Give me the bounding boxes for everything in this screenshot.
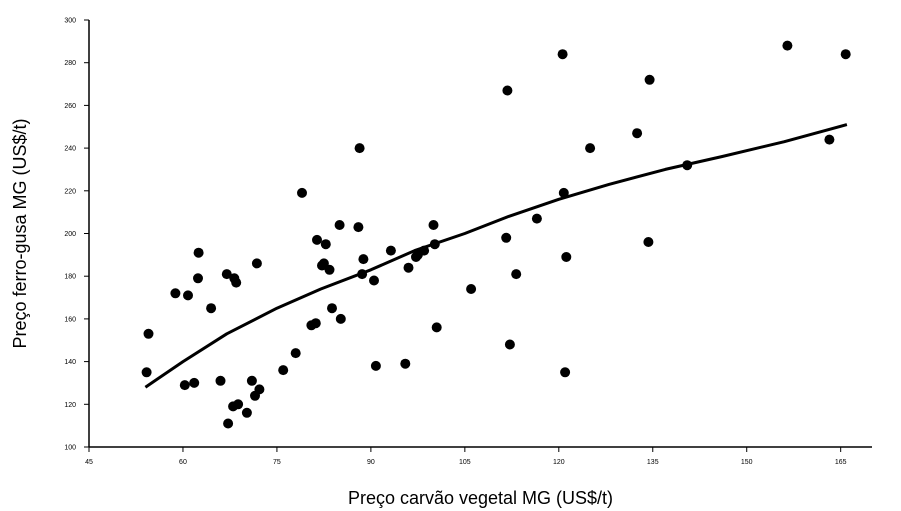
data-point	[558, 187, 569, 198]
data-point	[400, 358, 411, 369]
data-point	[419, 245, 430, 256]
data-point	[358, 254, 369, 265]
data-point	[531, 213, 542, 224]
data-point	[682, 160, 693, 171]
data-point	[502, 85, 513, 96]
data-point	[251, 258, 262, 269]
data-point	[141, 367, 152, 378]
y-tick-label: 300	[64, 18, 76, 25]
data-point	[223, 418, 234, 429]
data-point	[431, 322, 442, 333]
data-point	[369, 275, 379, 286]
data-point	[504, 339, 515, 350]
data-point	[320, 239, 331, 250]
data-point	[334, 220, 345, 230]
data-point	[278, 365, 289, 376]
data-point	[206, 303, 217, 314]
data-point	[189, 377, 200, 388]
y-tick-label: 160	[64, 316, 76, 323]
data-point	[143, 328, 154, 339]
data-point	[357, 269, 368, 280]
data-point	[354, 143, 365, 154]
x-axis-title: Preço carvão vegetal MG (US$/t)	[348, 488, 613, 508]
y-tick-label: 200	[64, 231, 76, 238]
data-point	[560, 367, 571, 378]
x-tick-label: 165	[835, 459, 847, 466]
data-point	[403, 262, 414, 273]
data-point	[233, 399, 244, 410]
y-tick-label: 240	[64, 146, 76, 153]
data-point	[297, 187, 307, 198]
data-point	[644, 74, 655, 85]
data-point	[170, 288, 181, 299]
x-tick-label: 60	[179, 459, 187, 466]
data-point	[585, 143, 596, 154]
data-point	[324, 264, 335, 275]
data-point	[840, 49, 851, 60]
trend-line	[144, 123, 848, 389]
trend-layer	[144, 123, 848, 389]
data-point	[312, 234, 322, 245]
y-ticks: 100 120 140 160 180 200 220 240 260 280 300	[64, 18, 89, 452]
x-tick-label: 105	[459, 459, 471, 466]
data-point	[183, 290, 193, 301]
y-tick-label: 140	[64, 359, 76, 366]
y-tick-label: 220	[64, 188, 76, 195]
data-point	[221, 269, 232, 280]
y-tick-label: 120	[64, 402, 76, 409]
x-tick-label: 120	[553, 459, 565, 466]
data-point	[428, 220, 439, 230]
data-point	[290, 348, 301, 359]
data-point	[353, 222, 364, 233]
x-ticks: 45 60 75 90 105 120 135 150 165	[85, 447, 847, 466]
data-point	[557, 49, 568, 60]
y-axis-title: Preço ferro-gusa MG (US$/t)	[10, 118, 30, 348]
data-point	[193, 273, 203, 284]
data-point	[561, 252, 572, 262]
x-tick-label: 90	[367, 459, 375, 466]
x-tick-label: 135	[647, 459, 659, 466]
x-tick-label: 45	[85, 459, 93, 466]
points-layer	[141, 40, 851, 429]
data-point	[385, 245, 396, 256]
y-tick-label: 280	[64, 60, 76, 67]
data-point	[782, 40, 793, 51]
data-point	[215, 375, 226, 386]
x-tick-label: 150	[741, 459, 753, 466]
data-point	[824, 134, 835, 145]
data-point	[179, 380, 190, 391]
data-point	[246, 375, 257, 386]
data-point	[370, 360, 381, 371]
data-point	[466, 284, 477, 294]
data-point	[643, 237, 654, 247]
data-point	[429, 239, 440, 250]
x-tick-label: 75	[273, 459, 281, 466]
data-point	[327, 303, 337, 314]
data-point	[335, 313, 346, 324]
y-tick-label: 100	[64, 445, 76, 452]
data-point	[511, 269, 522, 280]
data-point	[231, 277, 242, 288]
data-point	[241, 407, 252, 418]
y-tick-label: 180	[64, 274, 76, 281]
data-point	[501, 232, 512, 243]
data-point	[632, 128, 643, 139]
data-point	[193, 247, 204, 258]
data-point	[310, 318, 321, 329]
y-tick-label: 260	[64, 103, 76, 110]
data-point	[254, 384, 265, 395]
